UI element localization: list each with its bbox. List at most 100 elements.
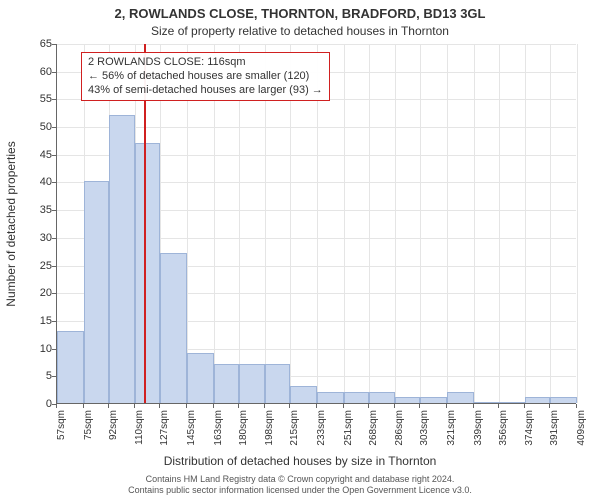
- gridline-v: [577, 44, 578, 403]
- y-tick-label: 15: [12, 315, 52, 327]
- x-tick-label: 374sqm: [524, 410, 535, 450]
- footer-line2: Contains public sector information licen…: [0, 485, 600, 496]
- y-tick-label: 55: [12, 93, 52, 105]
- x-tick-label: 286sqm: [394, 410, 405, 450]
- x-tick-mark: [368, 404, 369, 408]
- x-tick-label: 251sqm: [343, 410, 354, 450]
- y-tick-mark: [52, 99, 56, 100]
- histogram-bar: [109, 115, 136, 403]
- x-tick-mark: [134, 404, 135, 408]
- x-tick-mark: [343, 404, 344, 408]
- y-tick-mark: [52, 155, 56, 156]
- y-tick-label: 65: [12, 38, 52, 50]
- gridline-v: [525, 44, 526, 403]
- y-tick-mark: [52, 266, 56, 267]
- y-tick-mark: [52, 321, 56, 322]
- gridline-v: [369, 44, 370, 403]
- x-tick-label: 75sqm: [83, 410, 94, 450]
- gridline-v: [550, 44, 551, 403]
- x-tick-label: 215sqm: [289, 410, 300, 450]
- x-tick-mark: [576, 404, 577, 408]
- x-tick-label: 356sqm: [498, 410, 509, 450]
- y-tick-mark: [52, 376, 56, 377]
- annotation-line1: 2 ROWLANDS CLOSE: 116sqm: [88, 56, 323, 70]
- x-tick-label: 163sqm: [213, 410, 224, 450]
- histogram-bar: [57, 331, 84, 403]
- x-tick-mark: [419, 404, 420, 408]
- histogram-bar: [290, 386, 317, 403]
- x-tick-label: 339sqm: [473, 410, 484, 450]
- y-tick-mark: [52, 44, 56, 45]
- x-tick-label: 92sqm: [108, 410, 119, 450]
- y-tick-mark: [52, 349, 56, 350]
- annotation-line2: ← 56% of detached houses are smaller (12…: [88, 70, 323, 84]
- y-tick-label: 35: [12, 204, 52, 216]
- x-tick-mark: [213, 404, 214, 408]
- x-tick-mark: [446, 404, 447, 408]
- x-tick-mark: [264, 404, 265, 408]
- x-tick-label: 391sqm: [549, 410, 560, 450]
- y-tick-mark: [52, 72, 56, 73]
- x-tick-mark: [394, 404, 395, 408]
- y-tick-label: 0: [12, 398, 52, 410]
- x-tick-label: 198sqm: [264, 410, 275, 450]
- histogram-bar: [84, 181, 109, 403]
- y-tick-label: 10: [12, 343, 52, 355]
- x-tick-mark: [108, 404, 109, 408]
- x-tick-label: 303sqm: [419, 410, 430, 450]
- x-tick-label: 110sqm: [134, 410, 145, 450]
- y-axis-label: Number of detached properties: [4, 141, 18, 306]
- y-tick-label: 25: [12, 260, 52, 272]
- histogram-bar: [525, 397, 550, 403]
- histogram-bar: [395, 397, 420, 403]
- chart-container: 2, ROWLANDS CLOSE, THORNTON, BRADFORD, B…: [0, 0, 600, 500]
- gridline-v: [344, 44, 345, 403]
- y-tick-label: 50: [12, 121, 52, 133]
- x-tick-mark: [238, 404, 239, 408]
- y-tick-mark: [52, 293, 56, 294]
- gridline-v: [474, 44, 475, 403]
- y-tick-label: 5: [12, 370, 52, 382]
- plot-area: 2 ROWLANDS CLOSE: 116sqm ← 56% of detach…: [56, 44, 576, 404]
- histogram-bar: [160, 253, 187, 403]
- x-tick-label: 57sqm: [56, 410, 67, 450]
- y-tick-label: 40: [12, 176, 52, 188]
- gridline-v: [420, 44, 421, 403]
- histogram-bar: [420, 397, 447, 403]
- attribution-footer: Contains HM Land Registry data © Crown c…: [0, 474, 600, 496]
- x-tick-label: 268sqm: [368, 410, 379, 450]
- y-tick-label: 20: [12, 287, 52, 299]
- x-tick-mark: [524, 404, 525, 408]
- x-tick-mark: [159, 404, 160, 408]
- histogram-bar: [214, 364, 239, 403]
- histogram-bar: [135, 143, 160, 403]
- histogram-bar: [317, 392, 344, 403]
- x-tick-label: 127sqm: [159, 410, 170, 450]
- y-tick-label: 45: [12, 149, 52, 161]
- chart-title-main: 2, ROWLANDS CLOSE, THORNTON, BRADFORD, B…: [0, 6, 600, 21]
- gridline-v: [499, 44, 500, 403]
- histogram-bar: [344, 392, 369, 403]
- x-tick-label: 145sqm: [186, 410, 197, 450]
- x-tick-mark: [498, 404, 499, 408]
- y-tick-label: 60: [12, 66, 52, 78]
- histogram-bar: [239, 364, 266, 403]
- histogram-bar: [550, 397, 577, 403]
- y-tick-mark: [52, 210, 56, 211]
- x-tick-mark: [289, 404, 290, 408]
- x-tick-mark: [473, 404, 474, 408]
- x-tick-label: 180sqm: [238, 410, 249, 450]
- x-tick-mark: [83, 404, 84, 408]
- histogram-bar: [265, 364, 290, 403]
- x-tick-mark: [316, 404, 317, 408]
- x-tick-label: 233sqm: [316, 410, 327, 450]
- y-tick-mark: [52, 182, 56, 183]
- histogram-bar: [499, 402, 526, 403]
- x-tick-mark: [56, 404, 57, 408]
- y-tick-mark: [52, 238, 56, 239]
- gridline-v: [395, 44, 396, 403]
- x-tick-mark: [186, 404, 187, 408]
- histogram-bar: [474, 402, 499, 403]
- y-tick-label: 30: [12, 232, 52, 244]
- histogram-bar: [447, 392, 474, 403]
